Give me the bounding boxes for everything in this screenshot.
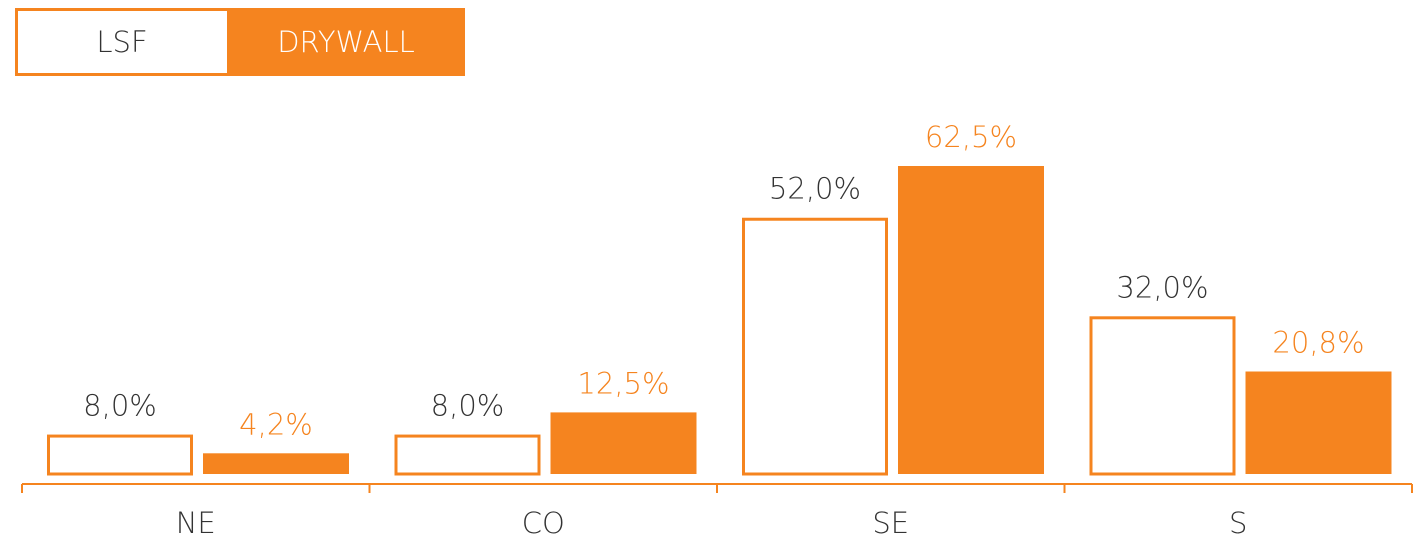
- value-label: 20,8%: [1272, 325, 1364, 359]
- legend-button[interactable]: [15, 8, 230, 76]
- value-label: 32,0%: [1116, 270, 1208, 304]
- bar: [1245, 371, 1392, 474]
- x-tick-label: CO: [522, 506, 565, 540]
- legend-label: DRYWALL: [277, 25, 415, 59]
- x-tick-label: S: [1229, 506, 1247, 540]
- legend-button[interactable]: [228, 8, 465, 76]
- x-tick-label: NE: [176, 506, 216, 540]
- value-label: 8,0%: [83, 389, 157, 423]
- bar: [203, 453, 349, 474]
- bar: [1089, 316, 1236, 476]
- bar: [742, 217, 888, 476]
- value-label: 12,5%: [577, 366, 669, 400]
- value-label: 52,0%: [769, 172, 861, 206]
- bar: [47, 434, 193, 476]
- value-label: 8,0%: [431, 389, 505, 423]
- bar: [898, 166, 1044, 474]
- value-label: 4,2%: [239, 407, 313, 441]
- x-tick-label: SE: [872, 506, 909, 540]
- value-label: 62,5%: [925, 120, 1017, 154]
- bar: [550, 412, 697, 474]
- legend-label: LSF: [96, 25, 147, 59]
- bar: [394, 434, 541, 476]
